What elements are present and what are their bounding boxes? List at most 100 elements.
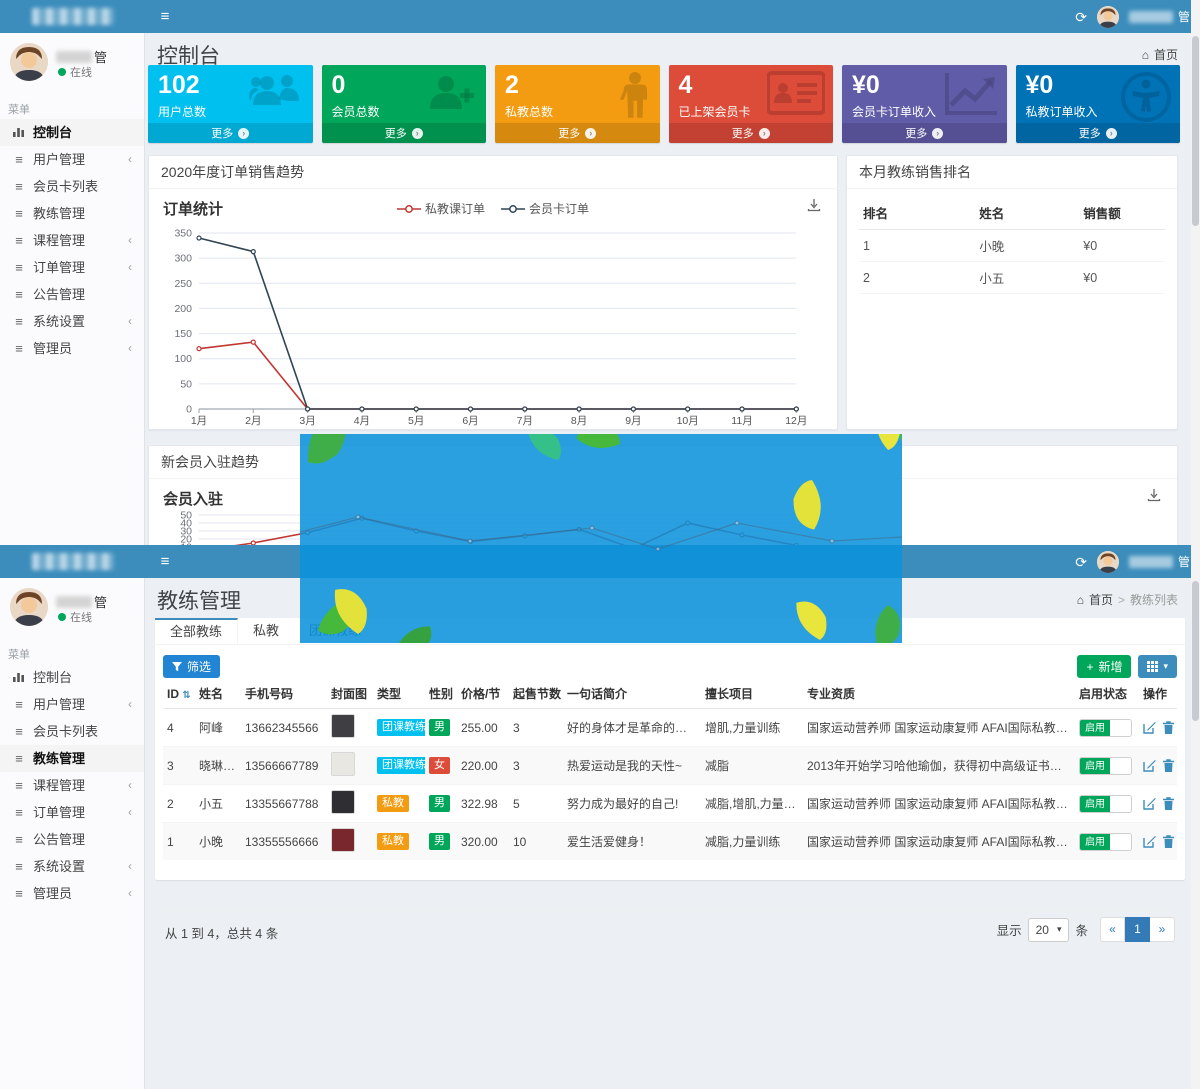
svg-text:6月: 6月 [462, 415, 478, 427]
edit-icon[interactable] [1143, 835, 1156, 848]
page-1-button[interactable]: 1 [1125, 917, 1150, 942]
svg-text:150: 150 [174, 328, 192, 340]
list-icon: ≡ [15, 724, 23, 739]
stat-card-cards-on-sale: 4 已上架会员卡 更多 › [668, 65, 833, 143]
home-icon: ⌂ [1076, 592, 1084, 607]
download-icon[interactable] [807, 198, 821, 217]
bar-chart-icon [12, 664, 26, 691]
edit-icon[interactable] [1143, 721, 1156, 734]
status-toggle[interactable]: 启用 [1079, 794, 1132, 813]
legend-item-card[interactable]: 会员卡订单 [501, 200, 589, 217]
sidebar-item-announcements[interactable]: ≡ 公告管理 [0, 826, 144, 853]
sidebar-item-coaches[interactable]: ≡ 教练管理 [0, 200, 144, 227]
list-icon: ≡ [15, 341, 23, 356]
edit-icon[interactable] [1143, 797, 1156, 810]
menu-label: 菜单 [8, 104, 30, 116]
svg-text:4月: 4月 [354, 415, 370, 427]
sidebar-item-courses[interactable]: ≡ 课程管理 ‹ [0, 772, 144, 799]
sidebar-item-admins[interactable]: ≡ 管理员 ‹ [0, 335, 144, 362]
more-link[interactable]: 更多 › [842, 123, 1007, 143]
delete-icon[interactable] [1163, 721, 1174, 734]
sidebar-item-orders[interactable]: ≡ 订单管理 ‹ [0, 799, 144, 826]
add-button[interactable]: + 新增 [1077, 655, 1132, 678]
more-link[interactable]: 更多 › [148, 123, 313, 143]
status-toggle[interactable]: 启用 [1079, 832, 1132, 851]
delete-icon[interactable] [1163, 835, 1174, 848]
sidebar-item-settings[interactable]: ≡ 系统设置 ‹ [0, 853, 144, 880]
sidebar-item-courses[interactable]: ≡ 课程管理 ‹ [0, 227, 144, 254]
sidebar-item-console[interactable]: 控制台 [0, 119, 144, 146]
navbar-avatar[interactable] [1096, 5, 1119, 28]
tab-all-coaches[interactable]: 全部教练 [155, 618, 239, 644]
scrollbar[interactable] [1191, 545, 1200, 1089]
scrollbar[interactable] [1191, 0, 1200, 545]
scrollbar-thumb[interactable] [1192, 581, 1199, 721]
col-qualifications: 专业资质 [803, 681, 1075, 709]
list-icon: ≡ [15, 233, 23, 248]
home-icon: ⌂ [1141, 47, 1149, 62]
cover-thumbnail[interactable] [331, 752, 355, 776]
sidebar-item-member-cards[interactable]: ≡ 会员卡列表 [0, 173, 144, 200]
sidebar-item-coaches[interactable]: ≡ 教练管理 [0, 745, 144, 772]
refresh-icon[interactable]: ⟳ [1075, 553, 1087, 570]
sidebar-item-users[interactable]: ≡ 用户管理 ‹ [0, 146, 144, 173]
edit-icon[interactable] [1143, 759, 1156, 772]
cover-thumbnail[interactable] [331, 790, 355, 814]
delete-icon[interactable] [1163, 797, 1174, 810]
cover-thumbnail[interactable] [331, 828, 355, 852]
sidebar-toggle-icon[interactable]: ≡ [160, 8, 170, 25]
list-icon: ≡ [15, 697, 23, 712]
stat-value: ¥0 [852, 71, 880, 99]
breadcrumb-home[interactable]: 首页 [1153, 48, 1178, 62]
user-status: 在线 [58, 64, 92, 80]
svg-text:350: 350 [174, 229, 192, 240]
tab-private[interactable]: 私教 [253, 623, 280, 638]
sidebar-item-member-cards[interactable]: ≡ 会员卡列表 [0, 718, 144, 745]
sidebar-item-settings[interactable]: ≡ 系统设置 ‹ [0, 308, 144, 335]
prev-page-button[interactable]: « [1100, 917, 1125, 942]
sidebar-item-users[interactable]: ≡ 用户管理 ‹ [0, 691, 144, 718]
sidebar-item-console[interactable]: 控制台 [0, 664, 144, 691]
legend-item-private[interactable]: 私教课订单 [396, 200, 485, 217]
app-logo[interactable] [0, 545, 145, 578]
sidebar-username: 管 [56, 592, 107, 611]
download-icon[interactable] [1147, 488, 1161, 507]
svg-text:250: 250 [174, 278, 192, 290]
navbar-username[interactable]: 管 [1128, 553, 1190, 570]
more-link[interactable]: 更多 › [495, 123, 660, 143]
username-blur [1128, 555, 1173, 568]
ranking-table: 排名 姓名 销售额 1 小晚 ¥0 2 小五 ¥0 [859, 196, 1165, 294]
cover-thumbnail[interactable] [331, 714, 355, 738]
col-id[interactable]: ID ⇅ [163, 681, 195, 709]
delete-icon[interactable] [1163, 759, 1174, 772]
filter-button[interactable]: 筛选 [163, 655, 221, 678]
columns-dropdown-button[interactable]: ▾ [1138, 655, 1177, 678]
sidebar-item-announcements[interactable]: ≡ 公告管理 [0, 281, 144, 308]
sidebar-toggle-icon[interactable]: ≡ [160, 553, 170, 570]
app-logo[interactable] [0, 0, 145, 33]
more-link[interactable]: 更多 › [668, 123, 833, 143]
breadcrumb: ⌂ 首页 [1142, 46, 1178, 63]
sidebar: 管 在线 菜单 控制台 ≡ 用户管理 ‹ ≡ 会员卡列表 ≡ 教练管理 ≡ 课程管理 ‹ ≡… [0, 578, 145, 1089]
sort-icon[interactable]: ⇅ [182, 689, 191, 701]
status-toggle[interactable]: 启用 [1079, 756, 1132, 775]
navbar-avatar[interactable] [1096, 550, 1119, 573]
sidebar: 管 在线 菜单 控制台 ≡ 用户管理 ‹ ≡ 会员卡列表 ≡ 教练管理 ≡ 课程管理 ‹ ≡… [0, 33, 145, 545]
per-page-select[interactable]: 20 ▾ [1027, 917, 1070, 942]
table-row: 2 小五 ¥0 [859, 261, 1165, 294]
svg-text:11月: 11月 [731, 415, 752, 427]
chevron-left-icon: ‹ [128, 152, 132, 166]
navbar-username[interactable]: 管 [1128, 8, 1190, 25]
sidebar-menu: 控制台 ≡ 用户管理 ‹ ≡ 会员卡列表 ≡ 教练管理 ≡ 课程管理 ‹ ≡ 订单管理 ‹ ≡ 公… [0, 664, 144, 907]
sidebar-item-orders[interactable]: ≡ 订单管理 ‹ [0, 254, 144, 281]
next-page-button[interactable]: » [1150, 917, 1175, 942]
sidebar-item-admins[interactable]: ≡ 管理员 ‹ [0, 880, 144, 907]
breadcrumb-home[interactable]: 首页 [1088, 593, 1113, 607]
status-toggle[interactable]: 启用 [1079, 718, 1132, 737]
col-rank: 排名 [859, 196, 976, 230]
scrollbar-thumb[interactable] [1192, 36, 1199, 226]
more-link[interactable]: 更多 › [1015, 123, 1180, 143]
more-link[interactable]: 更多 › [321, 123, 486, 143]
refresh-icon[interactable]: ⟳ [1075, 8, 1087, 25]
stat-card-trainers: 2 私教总数 更多 › [495, 65, 660, 143]
